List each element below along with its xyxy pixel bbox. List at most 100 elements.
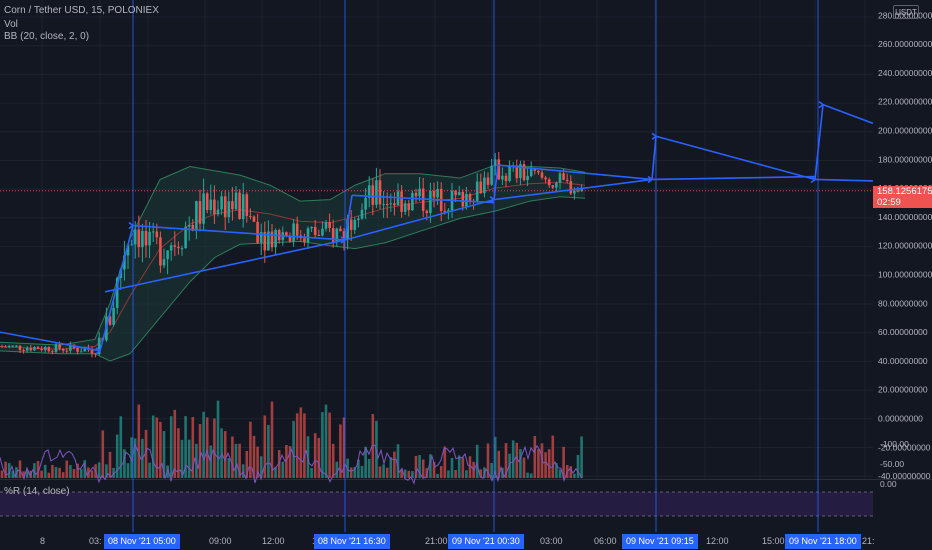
trend-line (655, 135, 816, 181)
arrow-head (647, 175, 654, 184)
volume-bar (209, 445, 213, 478)
candle-body (180, 248, 184, 250)
candle-body (454, 190, 457, 196)
volume-bar (342, 417, 346, 478)
candle-body (324, 222, 328, 229)
candle-body (313, 226, 317, 235)
time-tick-label: 03:00 (540, 536, 563, 546)
price-tick-label: -40.00000000 (878, 471, 931, 481)
candle-body (249, 215, 252, 217)
candle-body (436, 188, 439, 198)
volume-bar (198, 424, 202, 478)
time-tick-label: 12:00 (706, 536, 729, 546)
volume-bar (223, 431, 227, 478)
candle-body (33, 347, 36, 351)
candle-body (97, 337, 101, 355)
volume-bar (205, 417, 209, 478)
candle-body (220, 196, 223, 210)
candle-body (414, 192, 418, 197)
volume-bar (105, 464, 108, 478)
price-tick-label: 260.00000000 (878, 39, 932, 49)
trend-line (651, 175, 816, 181)
legend-volume[interactable]: Vol (4, 19, 18, 30)
candle-body (79, 351, 83, 353)
volume-bar (40, 470, 43, 478)
legend-williams-r[interactable]: %R (14, close) (4, 486, 70, 497)
volume-bar (414, 455, 418, 478)
volume-bar (231, 436, 234, 478)
candle-body (443, 210, 447, 212)
trend-line (493, 164, 499, 200)
volume-bar (490, 462, 493, 478)
candle-body (141, 230, 144, 248)
legend-bollinger[interactable]: BB (20, close, 2, 0) (4, 31, 90, 42)
candle-body (393, 203, 396, 206)
time-tick-label: 12:00 (262, 536, 285, 546)
candle-body (461, 192, 465, 207)
candle-body (191, 224, 195, 231)
volume-bar (292, 420, 295, 478)
candle-body (339, 228, 342, 232)
candle-body (187, 224, 191, 227)
candle-body (317, 234, 321, 236)
volume-bar (162, 431, 166, 478)
candle-body (43, 346, 47, 351)
price-tick-label: 180.00000000 (878, 154, 932, 164)
volume-bar (475, 444, 479, 478)
candle-body (227, 201, 231, 218)
volume-bar (234, 443, 238, 478)
candle-body (173, 245, 177, 247)
volume-bar (11, 470, 15, 478)
trend-line (132, 224, 346, 241)
volume-bar (457, 455, 461, 478)
candle-body (115, 278, 119, 309)
price-tick-label: 0.00000000 (878, 414, 923, 424)
candle-body (231, 201, 234, 210)
time-highlight-2: 08 Nov '21 16:30 (314, 534, 390, 549)
price-tick-label: 20.00000000 (878, 385, 928, 395)
volume-bar (569, 466, 573, 478)
volume-bar (313, 433, 317, 478)
volume-bar (270, 401, 274, 478)
candle-body (533, 169, 537, 171)
candle-body (126, 245, 130, 256)
candle-body (360, 209, 364, 219)
candle-body (558, 173, 562, 183)
candle-body (209, 199, 213, 211)
volume-bar (439, 466, 443, 478)
candle-body (565, 179, 569, 182)
volume-bar (220, 428, 223, 478)
candle-body (169, 245, 173, 251)
volume-bar (108, 451, 112, 478)
volume-bar (256, 446, 259, 478)
candle-body (429, 190, 432, 214)
volume-bar (18, 460, 22, 478)
candle-body (537, 170, 540, 173)
candle-body (270, 231, 274, 248)
volume-bar (115, 434, 119, 478)
volume-bar (227, 458, 231, 478)
candle-body (159, 237, 162, 266)
volume-bar (148, 462, 151, 478)
candle-body (303, 238, 306, 243)
volume-bar (79, 468, 83, 478)
volume-bar (447, 470, 450, 478)
volume-bar (97, 462, 101, 478)
candle-body (407, 203, 411, 211)
volume-bar (385, 467, 389, 478)
wr-band (0, 492, 873, 516)
volume-bar (36, 461, 40, 478)
volume-bar (515, 442, 519, 478)
candle-body (252, 216, 256, 222)
legend-symbol[interactable]: Corn / Tether USD, 15, POLONIEX (4, 5, 159, 16)
volume-bar (177, 428, 180, 478)
volume-bar (263, 415, 267, 478)
arrow-head (340, 236, 347, 244)
volume-bar (187, 439, 191, 478)
volume-bars (0, 400, 583, 478)
trend-drawings (0, 100, 874, 355)
volume-bar (76, 463, 79, 478)
currency-unit-button[interactable]: USDT (893, 5, 919, 19)
